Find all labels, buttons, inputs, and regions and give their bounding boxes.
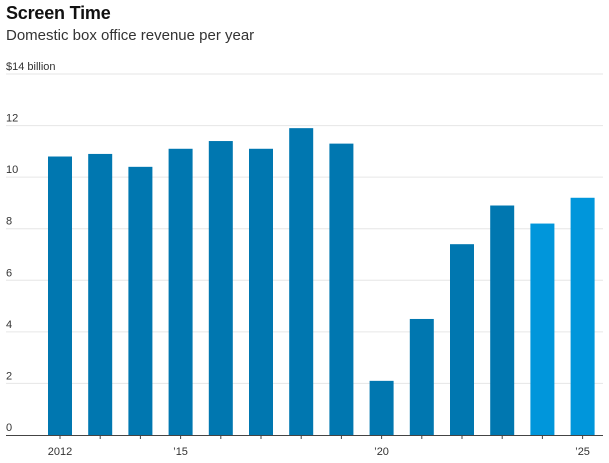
bar-2020 <box>369 380 394 435</box>
chart-title: Screen Time <box>6 3 111 23</box>
bar-2013 <box>88 153 113 435</box>
bar-2023 <box>490 205 515 435</box>
x-tick-label: 2012 <box>48 446 72 458</box>
x-tick-label: ’20 <box>374 446 389 458</box>
bar-2025 <box>570 197 595 435</box>
bar-2021 <box>409 318 434 435</box>
y-tick-label: 4 <box>6 319 12 331</box>
y-tick-label: 2 <box>6 370 12 382</box>
y-tick-label: $14 billion <box>6 61 56 73</box>
y-tick-label: 8 <box>6 216 12 228</box>
bar-2017 <box>249 148 273 435</box>
y-tick-label: 10 <box>6 164 18 176</box>
bar-2024 <box>530 223 555 435</box>
chart-subtitle: Domestic box office revenue per year <box>6 27 255 44</box>
y-tick-label: 6 <box>6 267 12 279</box>
x-tick-label: ’25 <box>575 446 590 458</box>
bar-2012 <box>48 156 72 435</box>
bar-2015 <box>168 148 193 435</box>
bar-2014 <box>128 166 153 436</box>
bar-2016 <box>208 141 233 436</box>
y-tick-label: 0 <box>6 422 12 434</box>
bar-2022 <box>450 244 474 435</box>
bar-2018 <box>289 128 314 435</box>
y-tick-label: 12 <box>6 113 18 125</box>
x-tick-label: ’15 <box>173 446 188 458</box>
bar-2019 <box>329 143 354 435</box>
